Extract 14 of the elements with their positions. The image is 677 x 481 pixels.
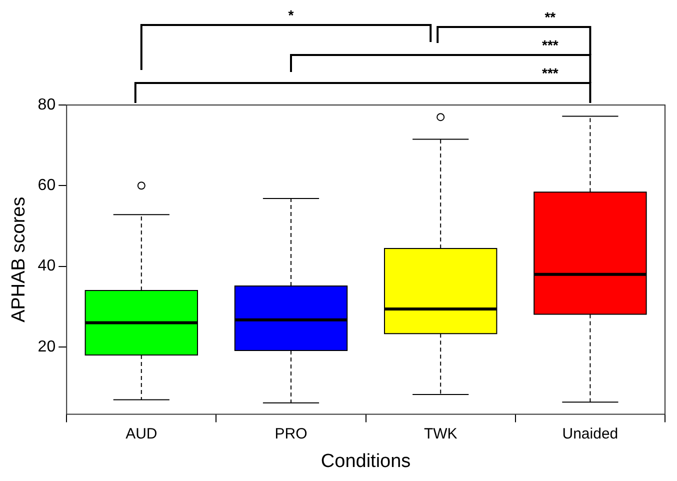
y-tick-label: 80: [38, 96, 56, 114]
x-axis-title: Conditions: [320, 450, 411, 472]
text: **: [544, 9, 556, 25]
y-tick-label: 20: [38, 338, 56, 356]
x-tick-label: Unaided: [562, 425, 618, 442]
x-tick-label: PRO: [274, 425, 308, 442]
y-axis-title: APHAB scores: [8, 196, 30, 322]
text: ***: [542, 65, 559, 81]
x-tick-label: AUD: [126, 425, 158, 442]
text: ***: [542, 37, 559, 53]
text: *: [288, 7, 294, 23]
x-tick-label: TWK: [424, 425, 458, 442]
y-tick-label: 60: [38, 177, 56, 194]
y-tick-label: 40: [38, 258, 56, 275]
